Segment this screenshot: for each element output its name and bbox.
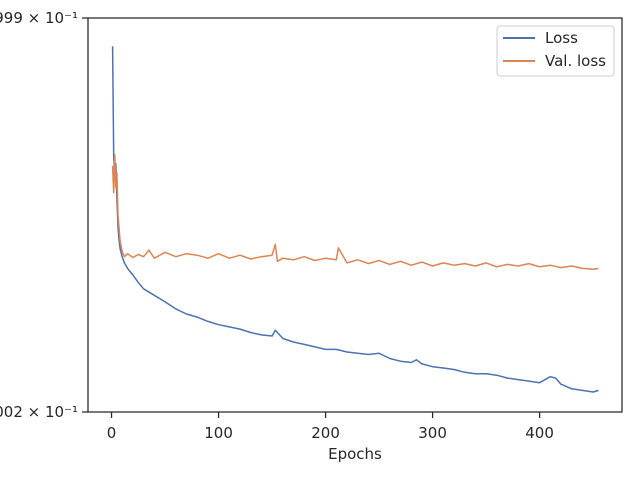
x-tick-label: 200 bbox=[311, 424, 340, 442]
y-tick-label: 1.002 × 10⁻¹ bbox=[0, 403, 78, 421]
y-tick-label: 8.999 × 10⁻¹ bbox=[0, 9, 78, 27]
plot-frame bbox=[87, 17, 623, 413]
x-axis-label: Epochs bbox=[328, 445, 382, 463]
legend-label-val-loss: Val. loss bbox=[545, 52, 606, 70]
series-line-loss bbox=[111, 46, 599, 393]
x-tick-label: 400 bbox=[525, 424, 554, 442]
legend-label-loss: Loss bbox=[545, 29, 578, 47]
x-axis: 0 100 200 300 400 bbox=[107, 412, 554, 442]
y-axis: 8.999 × 10⁻¹ 1.002 × 10⁻¹ bbox=[0, 9, 88, 421]
x-tick-label: 300 bbox=[418, 424, 447, 442]
series-line-val-loss bbox=[111, 154, 599, 270]
x-tick-label: 100 bbox=[204, 424, 233, 442]
series-layer bbox=[111, 46, 599, 393]
x-tick-label: 0 bbox=[107, 424, 117, 442]
legend: Loss Val. loss bbox=[496, 25, 615, 77]
plot-background bbox=[88, 18, 622, 412]
